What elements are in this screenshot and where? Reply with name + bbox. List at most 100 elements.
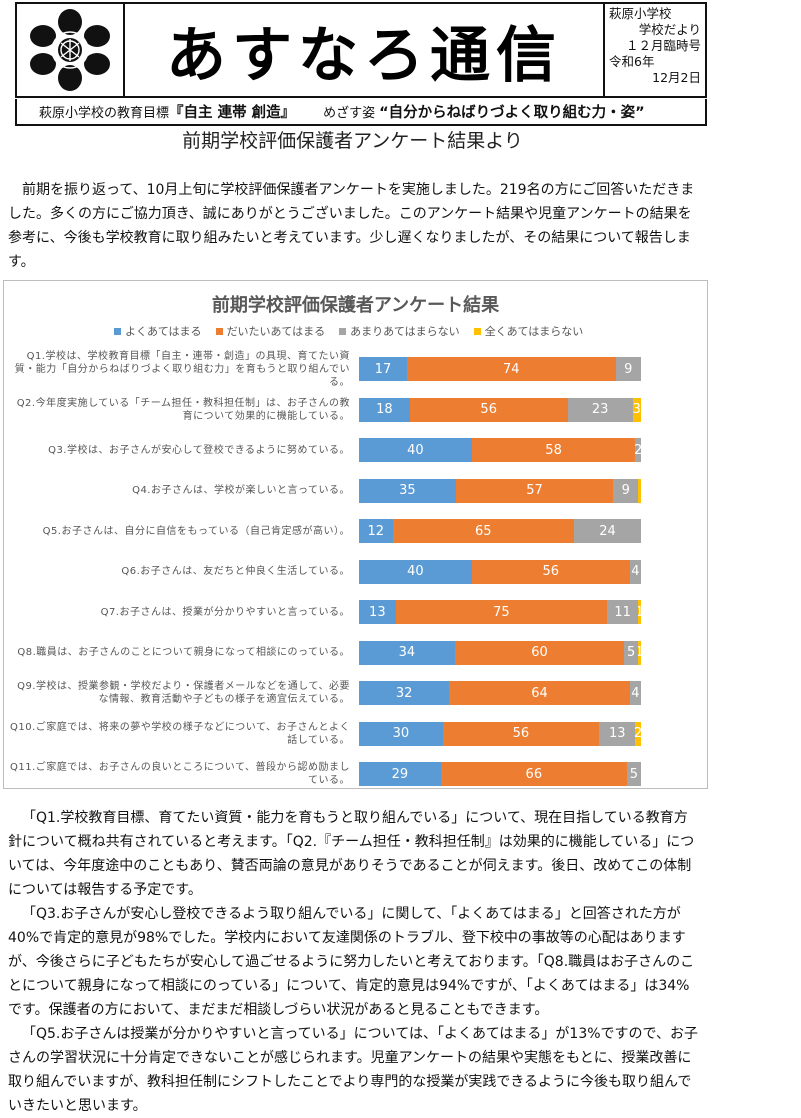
bar-segment: 32 — [359, 681, 450, 705]
data-label: 65 — [474, 523, 492, 539]
data-label: 64 — [531, 685, 548, 701]
bar-segment: 1 — [638, 640, 641, 665]
legend-label: よくあてはまる — [125, 325, 202, 338]
question-label: Q9.学校は、授業参観・学校だより・保護者メールなどを通して、必要な情報、教育活… — [17, 681, 350, 705]
bar-row: 30 56 13 2 — [359, 721, 641, 746]
bar-row: 13 75 111 — [359, 600, 641, 624]
bar-row: 32 64 4 — [359, 681, 641, 705]
aim-value: “自分からねばりづよく取り組む力・姿” — [379, 105, 645, 121]
data-label: 29 — [391, 766, 409, 782]
question-label: Q7.お子さんは、授業が分かりやすいと言っている。 — [100, 606, 350, 618]
data-label: 2 — [635, 442, 641, 458]
goal-bar: 萩原小学校の教育目標 『自主 連帯 創造』 めざす姿 “自分からねばりづよく取り… — [15, 99, 707, 126]
question-label: Q11.ご家庭では、お子さんの良いところについて、普段から認め励ましている。 — [10, 762, 350, 786]
bar-segment: 2 — [635, 721, 641, 746]
data-label: 56 — [542, 564, 560, 579]
bar-segment: 5 — [626, 762, 641, 786]
bar-row: 1265240 — [359, 519, 641, 543]
data-label: 13 — [608, 726, 626, 741]
survey-chart: 前期学校評価保護者アンケート結果 よくあてはまる だいたいあてはまる あまりあてはま… — [3, 280, 708, 789]
bar-segment: 4 — [629, 559, 641, 584]
data-label: 4 — [631, 685, 640, 701]
school-emblem-cell — [17, 4, 125, 96]
data-label: 4 — [631, 564, 640, 579]
bar-segment: 60 — [454, 640, 625, 665]
legend-label: 全くあてはまらない — [484, 325, 584, 338]
bar-segment: 56 — [409, 397, 568, 422]
newsletter-title-cell: あすなろ通信 — [125, 4, 603, 96]
data-label: 13 — [369, 604, 386, 620]
data-label: 1 — [638, 605, 641, 620]
data-label: 18 — [376, 402, 393, 417]
data-label: 30 — [392, 726, 410, 741]
bar-segment: 34 — [359, 640, 455, 665]
bar-segment: 2 — [635, 438, 641, 462]
question-label: Q3.学校は、お子さんが安心して登校できるように努めている。 — [48, 444, 350, 456]
issue-date: 12月2日 — [652, 70, 701, 85]
bar-segment: 24 — [573, 519, 641, 543]
bar-segment: 1 — [638, 600, 641, 624]
bar-segment: 40 — [359, 559, 472, 584]
question-label: Q2.今年度実施している「チーム担任・教科担任制」は、お子さんの教育について効果… — [16, 397, 350, 422]
data-label: 66 — [525, 766, 543, 782]
bar-segment: 30 — [359, 721, 443, 746]
data-label: 5 — [629, 766, 639, 782]
bar-row: 34 60 51 — [359, 640, 641, 665]
question-label: Q1.学校は、学校教育目標「自主・連帯・創造」の具現、育てたい資質・能力「自分か… — [14, 350, 350, 388]
question-label: Q6.お子さんは、友だちと仲良く生活している。 — [121, 566, 350, 577]
bar-segment: 13 — [599, 721, 636, 746]
data-label: 3 — [632, 402, 641, 417]
bar-row: 40 56 4 — [359, 559, 641, 584]
bar-segment: 40 — [359, 438, 472, 462]
data-label: 40 — [407, 564, 424, 579]
aim-label: めざす姿 — [323, 106, 376, 121]
data-label: 32 — [395, 685, 413, 701]
issue-number: １２月臨時号 — [625, 38, 701, 53]
data-label: 60 — [531, 645, 548, 660]
bar-segment: 3 — [632, 397, 641, 422]
era-year: 令和6年 — [609, 54, 655, 69]
goal-label: 萩原小学校の教育目標 — [39, 106, 170, 121]
bar-segment: 17 — [359, 357, 407, 381]
question-label: Q4.お子さんは、学校が楽しいと言っている。 — [132, 485, 350, 496]
bar-segment: 9 — [613, 478, 639, 503]
bar-segment: 64 — [449, 681, 630, 705]
legend-label: だいたいあてはまる — [226, 325, 326, 338]
chart-title: 前期学校評価保護者アンケート結果 — [211, 295, 500, 316]
data-label: 9 — [624, 361, 633, 377]
legend-item: 全くあてはまらない — [473, 323, 584, 339]
data-label: 24 — [599, 523, 616, 539]
bar-segment: 57 — [455, 478, 614, 503]
intro-paragraph: 前期を振り返って、10月上旬に学校評価保護者アンケートを実施しました。219名の… — [8, 182, 695, 270]
data-label: 75 — [493, 604, 510, 620]
bar-row: 18 56 23 3 — [359, 397, 641, 422]
data-label: 56 — [512, 726, 530, 741]
data-label: 23 — [591, 402, 609, 417]
bar-segment: 74 — [406, 357, 616, 381]
school-name: 萩原小学校 — [609, 6, 672, 21]
question-label: Q5.お子さんは、自分に自信をもっている（自己肯定感が高い）。 — [42, 525, 350, 537]
data-label: 56 — [480, 402, 497, 417]
paragraph-q3-q8: 「Q3.お子さんが安心し登校できるよう取り組んでいる」に関して、「よくあてはまる… — [8, 906, 695, 1018]
bar-segment: 13 — [359, 600, 396, 624]
bar-segment: 35 — [359, 478, 456, 503]
newsletter-title: あすなろ通信 — [166, 20, 562, 91]
legend-swatch — [473, 327, 481, 335]
legend-item: だいたいあてはまる — [215, 323, 326, 339]
data-label: 12 — [367, 523, 385, 539]
chart-legend: よくあてはまる だいたいあてはまる あまりあてはまらない 全くあてはまらない — [114, 323, 583, 339]
legend-swatch — [215, 327, 223, 335]
data-label: 35 — [399, 483, 416, 498]
paragraph-q1-q2: 「Q1.学校教育目標、育てたい資質・能力を育もうと取り組んでいる」について、現在… — [8, 810, 695, 898]
data-label: 2 — [635, 726, 641, 741]
bar-segment: 11 — [607, 600, 639, 624]
bar-segment: 75 — [395, 600, 608, 624]
bar-segment: 12 — [359, 519, 393, 543]
question-label: Q10.ご家庭では、将来の夢や学校の様子などについて、お子さんとよく話している。 — [10, 721, 350, 746]
issue-info: 萩原小学校 学校だより １２月臨時号 令和6年 12月2日 — [603, 4, 705, 96]
data-label: 57 — [526, 483, 543, 498]
legend-item: よくあてはまる — [114, 323, 202, 339]
bar-segment: 29 — [359, 762, 441, 786]
bar-segment: 18 — [359, 397, 410, 422]
bar-segment: 56 — [471, 559, 630, 584]
